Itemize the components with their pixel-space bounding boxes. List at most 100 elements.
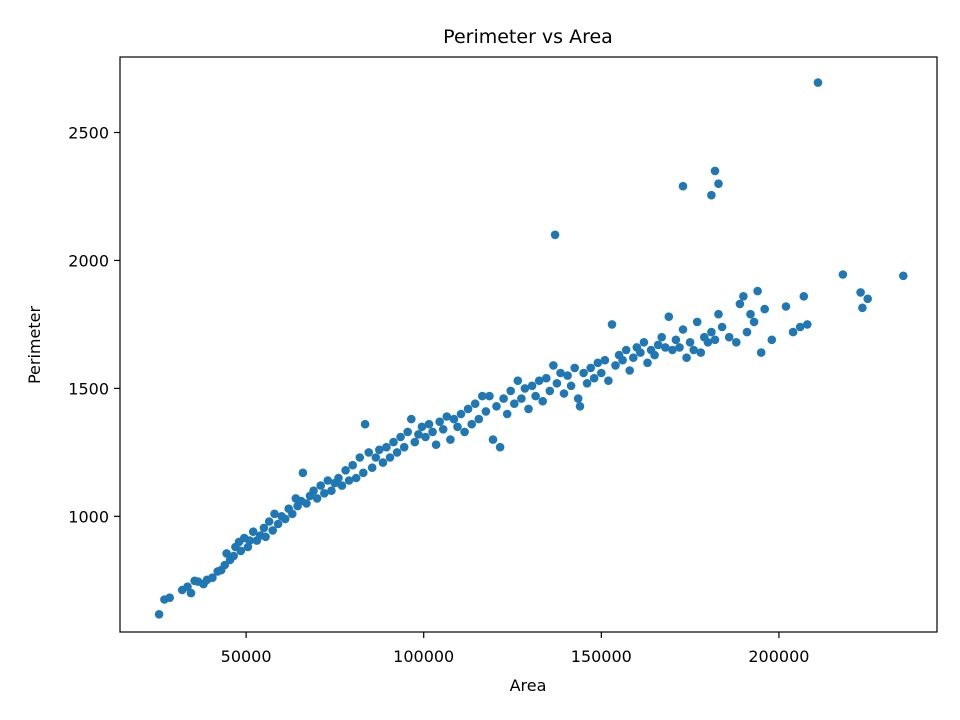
scatter-point	[600, 355, 610, 365]
scatter-point	[417, 422, 427, 432]
scatter-point	[625, 366, 634, 375]
scatter-point	[431, 440, 441, 450]
scatter-point	[545, 386, 555, 396]
scatter-point	[399, 442, 409, 452]
y-tick-label: 1500	[68, 379, 109, 398]
scatter-point	[559, 389, 569, 398]
scatter-point	[382, 442, 391, 452]
scatter-point	[453, 422, 462, 432]
y-tick-label: 2500	[68, 123, 109, 142]
scatter-point	[703, 338, 713, 347]
scatter-point	[298, 468, 308, 478]
scatter-point	[643, 358, 652, 368]
scatter-point	[629, 353, 638, 363]
scatter-point	[495, 442, 505, 452]
scatter-point	[414, 430, 423, 439]
scatter-point	[396, 432, 405, 442]
scatter-point	[268, 526, 278, 535]
y-tick-label: 1000	[68, 507, 109, 526]
scatter-point	[165, 593, 174, 602]
scatter-point	[385, 453, 395, 462]
x-tick-label: 200000	[748, 647, 809, 666]
scatter-point	[742, 327, 752, 337]
scatter-point	[510, 399, 519, 409]
scatter-point	[220, 560, 230, 570]
scatter-point	[360, 419, 370, 429]
scatter-point	[341, 466, 350, 475]
scatter-point	[485, 391, 494, 401]
scatter-point	[506, 386, 515, 396]
scatter-point	[288, 509, 297, 519]
scatter-point	[813, 78, 823, 87]
scatter-point	[799, 292, 809, 301]
scatter-point	[520, 384, 530, 393]
scatter-point	[767, 335, 777, 345]
scatter-point	[334, 473, 343, 483]
scatter-point	[531, 391, 540, 401]
scatter-point	[438, 425, 448, 434]
scatter-point	[456, 409, 466, 419]
scatter-point	[710, 335, 720, 345]
scatter-point	[351, 473, 361, 483]
scatter-point	[403, 427, 413, 437]
scatter-point	[593, 358, 603, 368]
scatter-point	[653, 340, 663, 350]
scatter-point	[717, 322, 727, 332]
scatter-point	[421, 432, 430, 442]
scatter-point	[661, 343, 670, 352]
scatter-point	[795, 322, 805, 332]
scatter-point	[611, 361, 620, 370]
scatter-point	[389, 437, 398, 447]
scatter-point	[229, 551, 238, 561]
scatter-point	[607, 320, 617, 329]
scatter-point	[478, 391, 487, 401]
scatter-point	[248, 527, 258, 536]
scatter-point	[566, 381, 576, 391]
scatter-point	[570, 363, 579, 373]
scatter-point	[316, 481, 326, 490]
scatter-point	[264, 517, 274, 526]
scatter-point	[367, 463, 377, 473]
scatter-point	[739, 292, 748, 301]
scatter-point	[302, 499, 311, 508]
y-tick-label: 2000	[68, 251, 109, 270]
scatter-point	[183, 582, 192, 591]
scatter-points	[154, 78, 908, 619]
scatter-point	[604, 376, 613, 386]
scatter-point	[460, 427, 469, 437]
scatter-point	[746, 309, 755, 319]
scatter-point	[424, 419, 434, 429]
scatter-point	[575, 402, 585, 411]
scatter-point	[309, 486, 318, 496]
chart-title: Perimeter vs Area	[443, 26, 613, 48]
plot-area-frame	[119, 56, 938, 633]
scatter-point	[714, 179, 723, 188]
scatter-point	[685, 338, 695, 347]
scatter-point	[621, 345, 631, 355]
scatter-point	[259, 523, 269, 533]
scatter-point	[154, 610, 164, 619]
scatter-point	[636, 348, 645, 357]
scatter-point	[499, 394, 508, 403]
scatter-point	[863, 294, 872, 304]
scatter-point	[714, 309, 723, 319]
scatter-point	[724, 332, 734, 342]
scatter-point	[273, 519, 283, 529]
x-tick-label: 50000	[221, 647, 272, 666]
scatter-point	[556, 368, 565, 378]
scatter-point	[639, 338, 649, 347]
x-axis-ticks: 50000 100000 150000 200000	[221, 632, 809, 666]
x-tick-label: 100000	[393, 647, 454, 666]
scatter-point	[552, 379, 562, 388]
scatter-point	[371, 453, 381, 462]
scatter-point	[788, 327, 798, 337]
scatter-point	[597, 368, 606, 378]
scatter-point	[481, 407, 491, 416]
scatter-point	[899, 271, 908, 281]
scatter-point	[410, 437, 420, 447]
scatter-point	[707, 190, 716, 200]
scatter-point	[270, 509, 279, 519]
scatter-point	[563, 371, 572, 380]
y-axis-ticks: 1000 1500 2000 2500	[68, 123, 120, 526]
